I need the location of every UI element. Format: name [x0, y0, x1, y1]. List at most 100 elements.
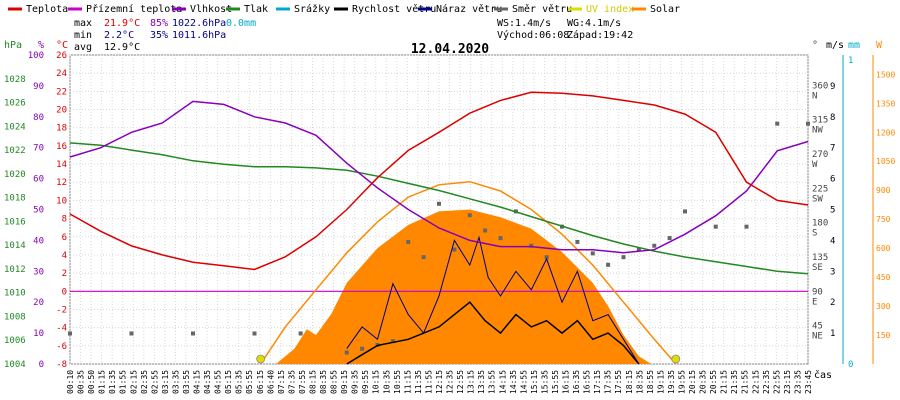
x-tick-label: 18:35: [635, 370, 644, 394]
winddir-label: NW: [812, 126, 823, 136]
x-tick-label: 22:55: [772, 370, 781, 394]
winddir-point: [344, 350, 349, 355]
x-tick-label: 10:35: [382, 370, 391, 394]
x-tick-label: 14:15: [498, 370, 507, 394]
wind-tick: 7: [830, 144, 835, 154]
x-tick-label: 05:15: [224, 370, 233, 394]
temp-tick: 0: [62, 287, 67, 297]
x-tick-label: 03:35: [171, 370, 180, 394]
legend-label: Teplota: [26, 4, 68, 15]
temp-tick: -8: [56, 360, 67, 370]
legend-label: Vlhkost: [190, 4, 232, 15]
x-tick-label: 12:35: [446, 370, 455, 394]
winddir-point: [252, 331, 257, 336]
winddir-tick: 360: [812, 81, 828, 91]
winddir-point: [806, 121, 810, 126]
pressure-tick: 1006: [4, 336, 26, 346]
x-tick-label: 16:55: [583, 370, 592, 394]
temp-tick: -2: [56, 305, 67, 315]
winddir-point: [498, 236, 503, 241]
legend-label: UV index: [586, 4, 634, 15]
x-tick-label: 21:35: [730, 370, 739, 394]
stat-max-press: 1022.6hPa: [172, 18, 226, 29]
humidity-tick: 60: [33, 175, 44, 185]
wind-tick: 9: [830, 82, 835, 92]
temp-tick: 26: [56, 51, 67, 61]
winddir-point: [390, 339, 395, 344]
pressure-tick: 1008: [4, 312, 26, 322]
winddir-tick: 270: [812, 150, 828, 160]
winddir-point: [129, 331, 134, 336]
series-pressure: [69, 142, 809, 275]
x-tick-label: 09:55: [361, 370, 370, 394]
x-tick-label: 17:35: [604, 370, 613, 394]
legend-label: Tlak: [244, 4, 268, 15]
x-tick-label: 03:15: [161, 370, 170, 394]
solar-tick: 450: [876, 273, 891, 282]
stat-max-hum: 85%: [150, 18, 168, 29]
stat-min-temp: 2.2°C: [104, 30, 134, 41]
uv-marker: [671, 354, 681, 364]
temp-tick: -6: [56, 342, 67, 352]
pressure-tick: 1024: [4, 122, 26, 132]
winddir-point: [667, 236, 672, 241]
winddir-point: [437, 201, 441, 206]
x-tick-label: 20:15: [688, 370, 697, 394]
x-tick-label: 15:55: [551, 370, 560, 394]
winddir-tick: 180: [812, 219, 828, 229]
winddir-tick: 90: [812, 287, 823, 297]
series-wind: [346, 301, 640, 365]
pressure-tick: 1014: [4, 241, 26, 251]
x-tick-label: 13:55: [488, 370, 497, 394]
stat-max-label: max: [74, 18, 92, 29]
temp-tick: 18: [56, 124, 67, 134]
x-tick-label: 08:55: [330, 370, 339, 394]
solar-tick: 1500: [876, 70, 895, 79]
x-tick-label: 05:55: [245, 370, 254, 394]
temp-tick: 2: [62, 269, 67, 279]
stat-rain: 0.0mm: [226, 18, 256, 29]
legend-label: Rychlost větru: [352, 3, 436, 15]
series-gust: [346, 235, 640, 365]
winddir-point: [713, 224, 718, 229]
x-tick-label: 11:15: [403, 370, 412, 394]
series-lines: [68, 91, 810, 365]
wind-tick: 8: [830, 113, 835, 123]
winddir-point: [575, 239, 580, 244]
temp-tick: 4: [62, 251, 67, 261]
x-tick-label: 10:55: [393, 370, 402, 394]
pressure-tick: 1012: [4, 265, 26, 275]
wind-tick: 6: [830, 175, 835, 185]
temp-tick: 24: [56, 69, 67, 79]
humidity-tick: 90: [33, 82, 44, 92]
x-tick-label: 07:35: [287, 370, 296, 394]
x-tick-label: 15:15: [530, 370, 539, 394]
x-tick-label: 15:35: [540, 370, 549, 394]
x-tick-label: 16:15: [562, 370, 571, 394]
winddir-tick: 135: [812, 253, 828, 263]
unit-degc: °C: [56, 40, 68, 51]
x-tick-label: 01:35: [108, 370, 117, 394]
series-temperature: [69, 91, 809, 271]
legend-label: Směr větru: [512, 3, 572, 15]
temp-tick: 16: [56, 142, 67, 152]
x-tick-label: 12:55: [456, 370, 465, 394]
winddir-point: [621, 255, 626, 260]
x-tick-label: 13:35: [477, 370, 486, 394]
rain-tick: 0: [848, 360, 853, 370]
humidity-tick: 40: [33, 236, 44, 246]
pressure-tick: 1020: [4, 170, 26, 180]
sunrise: Východ:06:08: [497, 29, 569, 41]
wind-tick: 5: [830, 206, 835, 216]
series-uv: [259, 180, 677, 365]
winddir-tick: 225: [812, 184, 828, 194]
temp-tick: 22: [56, 87, 67, 97]
x-tick-label: 01:55: [119, 370, 128, 394]
solar-tick: 150: [876, 331, 891, 340]
wind-wg: WG:4.1m/s: [567, 18, 621, 29]
x-tick-label: 12:15: [435, 370, 444, 394]
stat-avg-label: avg: [74, 42, 92, 53]
x-tick-label: 14:55: [519, 370, 528, 394]
unit-pct: %: [38, 40, 44, 51]
